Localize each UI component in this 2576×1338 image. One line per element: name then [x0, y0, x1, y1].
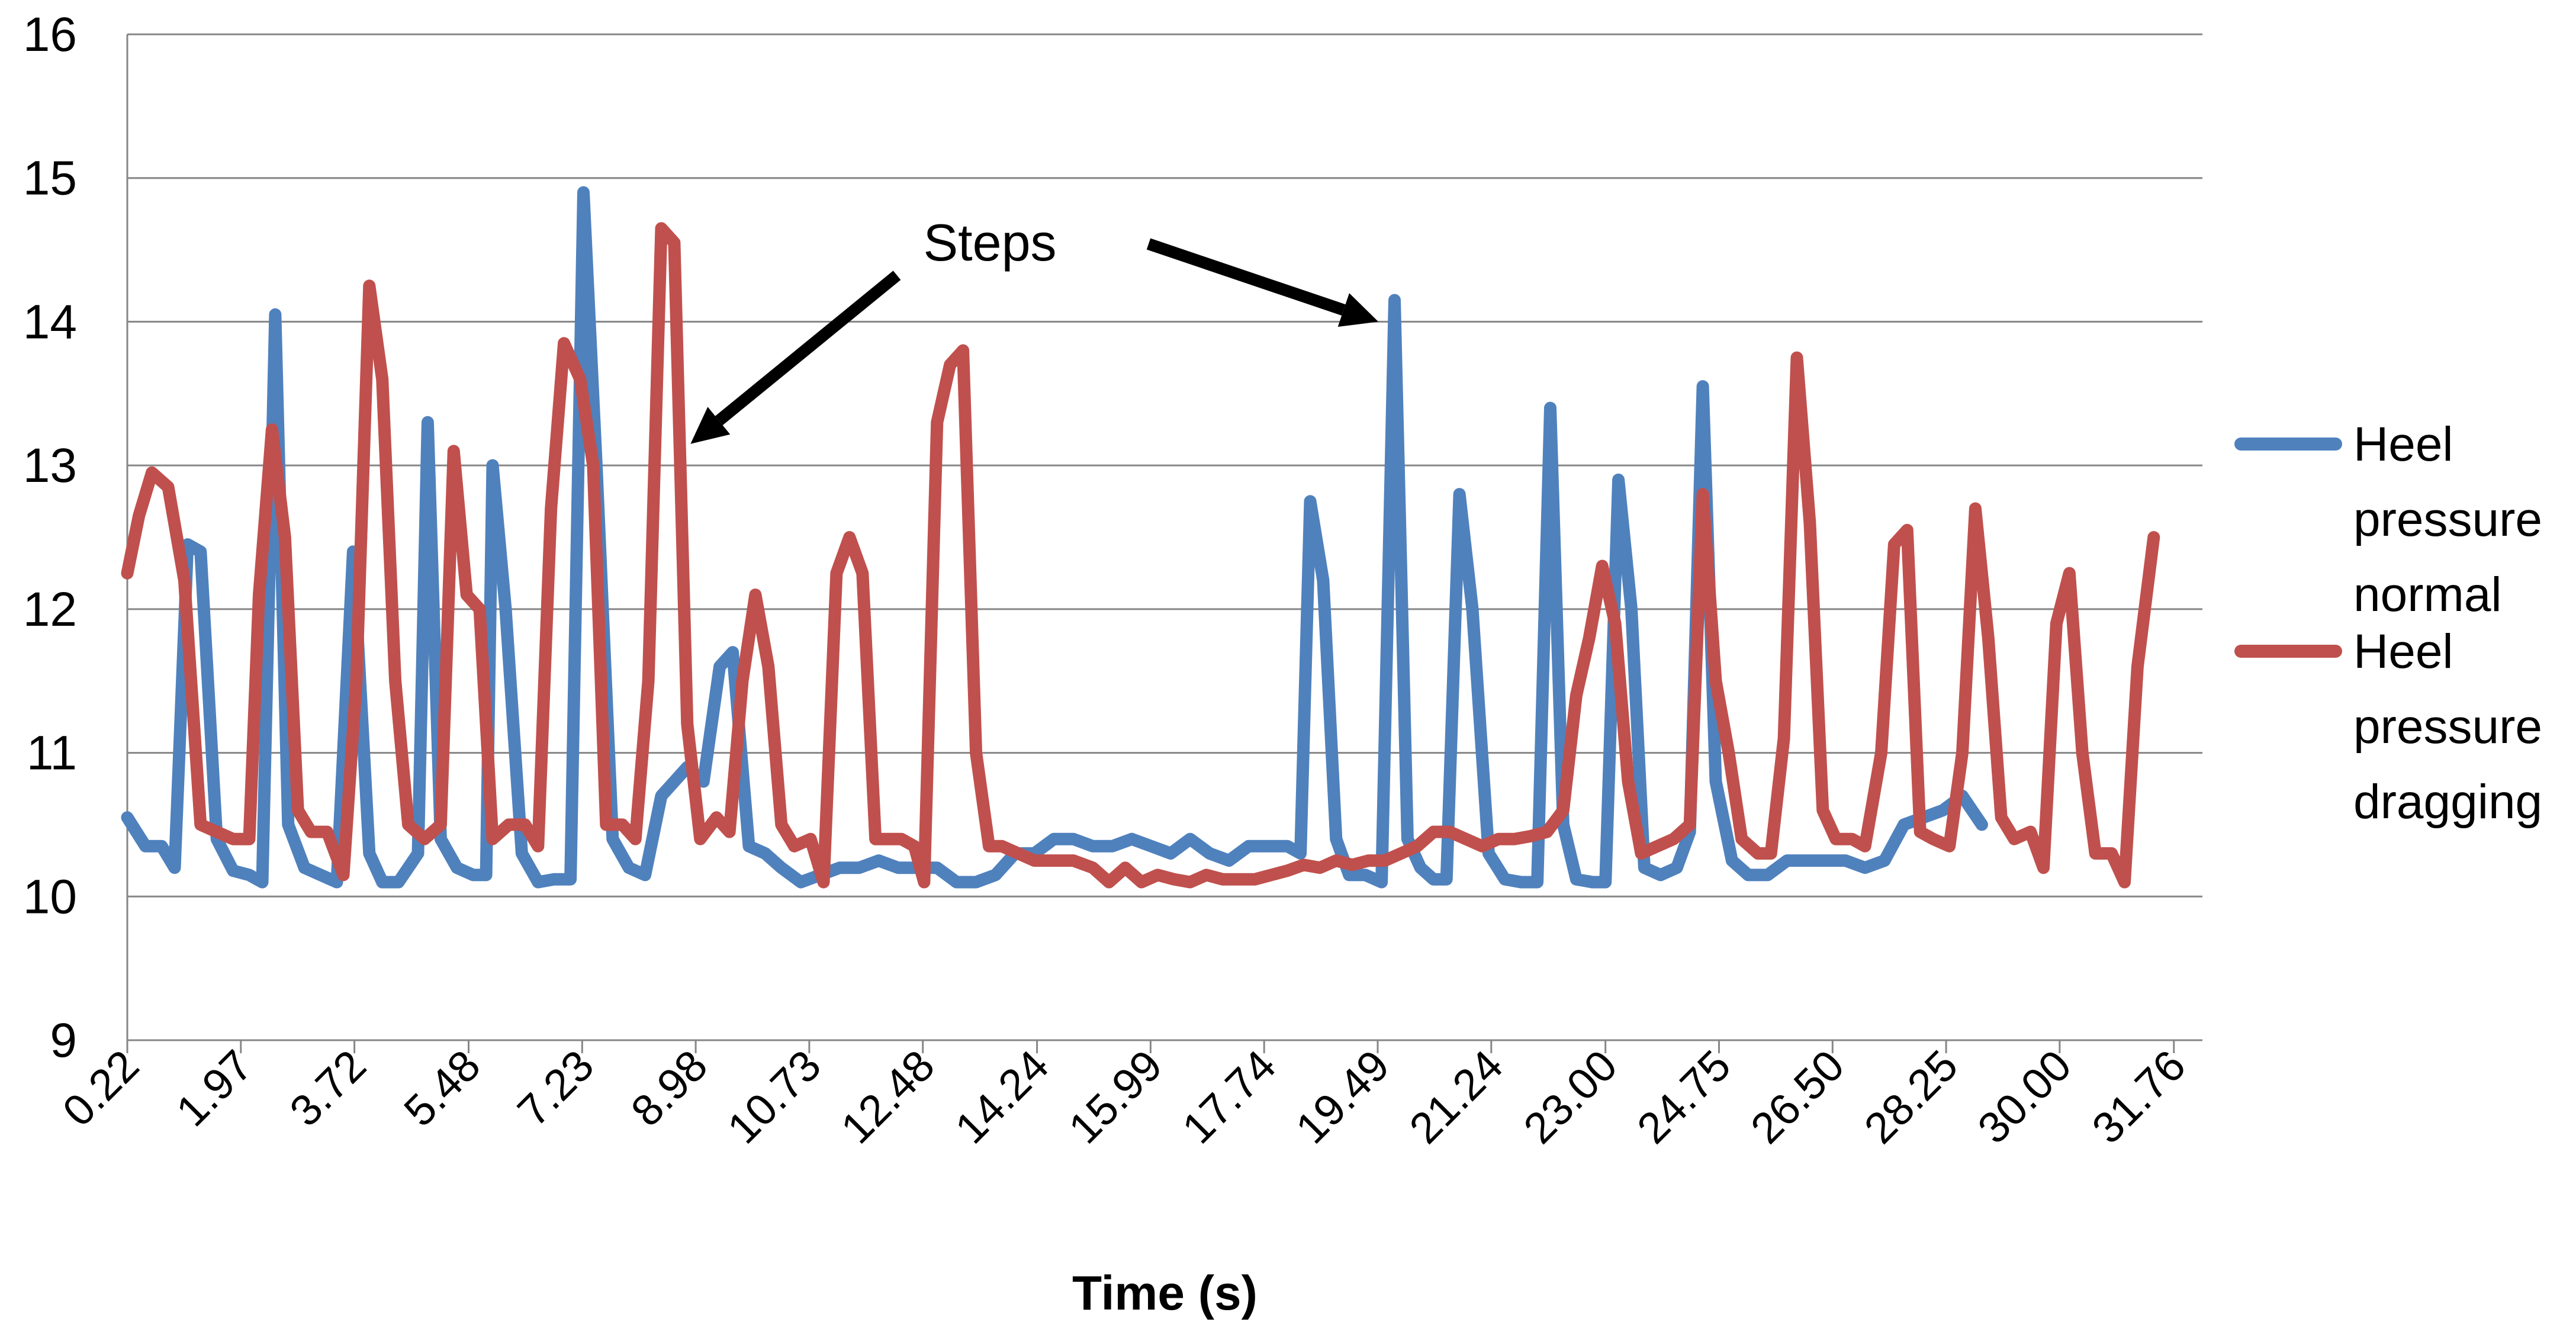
y-tick-label: 13 [23, 439, 77, 493]
annotation-arrow-head [690, 407, 731, 444]
steps-annotation: Steps [690, 213, 1379, 444]
y-axis-ticks: 9 10 11 12 13 14 15 16 [23, 8, 77, 1067]
x-tick-label: 12.48 [831, 1041, 944, 1153]
x-tick-label: 15.99 [1059, 1041, 1172, 1153]
y-tick-label: 16 [23, 8, 77, 62]
x-axis-ticks: 0.22 1.97 3.72 5.48 7.23 8.98 10.73 12.48 14.24 1… [53, 1040, 2195, 1153]
x-axis-title: Time (s) [1072, 1266, 1258, 1320]
x-tick-label: 30.00 [1969, 1041, 2081, 1153]
x-tick-label: 28.25 [1855, 1041, 1967, 1153]
x-tick-label: 7.23 [508, 1041, 603, 1136]
series-group [121, 186, 2160, 889]
series-line-heel-pressure-dragging [121, 222, 2160, 889]
annotation-arrow-shaft [1146, 238, 1346, 316]
x-tick-label: 24.75 [1628, 1041, 1740, 1153]
legend-label: Heel [2353, 625, 2453, 678]
x-tick-label: 19.49 [1287, 1041, 1399, 1153]
x-tick-label: 31.76 [2082, 1041, 2195, 1153]
annotation-arrow-shaft [715, 271, 901, 426]
x-tick-label: 8.98 [622, 1041, 717, 1136]
legend-label: dragging [2353, 775, 2542, 829]
x-tick-label: 21.24 [1400, 1041, 1512, 1153]
x-tick-label: 23.00 [1514, 1041, 1626, 1153]
x-tick-label: 1.97 [167, 1041, 262, 1136]
y-tick-label: 11 [27, 726, 77, 780]
legend-label: Heel [2353, 417, 2453, 471]
annotation-arrow-head [1337, 293, 1379, 327]
x-tick-label: 17.74 [1173, 1041, 1285, 1153]
axes [126, 34, 2202, 1041]
legend-label: pressure [2353, 493, 2542, 546]
gridlines [127, 33, 2202, 1041]
x-tick-label: 10.73 [718, 1041, 831, 1153]
legend-label: pressure [2353, 700, 2542, 754]
x-tick-label: 26.50 [1741, 1041, 1854, 1153]
x-tick-label: 3.72 [280, 1041, 375, 1136]
x-tick-label: 5.48 [394, 1041, 490, 1136]
x-tick-label: 14.24 [946, 1041, 1058, 1153]
y-tick-label: 10 [23, 870, 77, 924]
y-tick-label: 15 [23, 152, 77, 205]
y-tick-label: 12 [23, 583, 77, 636]
y-tick-label: 14 [23, 295, 77, 349]
y-tick-label: 9 [50, 1014, 77, 1067]
legend-label: normal [2353, 568, 2502, 622]
annotation-label: Steps [923, 213, 1056, 272]
